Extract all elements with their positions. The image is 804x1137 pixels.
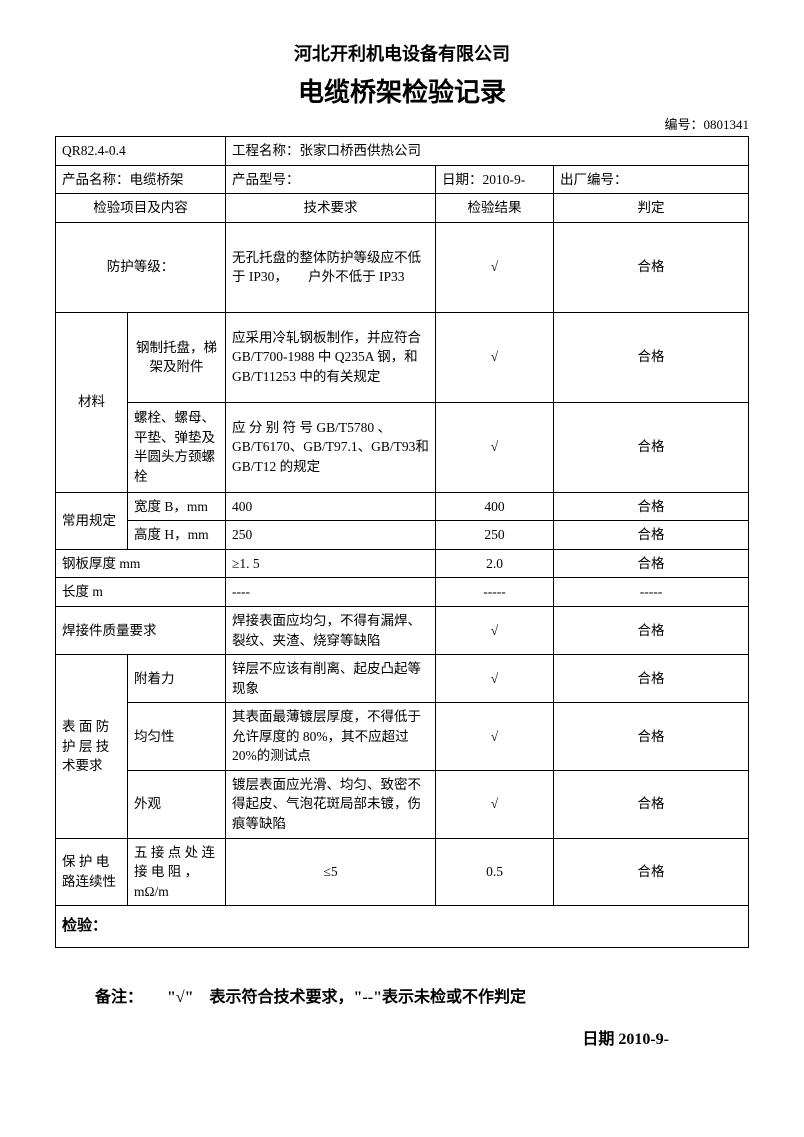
appearance-label: 外观 xyxy=(128,770,226,838)
material-sub-1: 钢制托盘，梯架及附件 xyxy=(128,312,226,402)
serial-label: 编号： xyxy=(664,117,703,132)
adhesion-judge: 合格 xyxy=(554,655,749,703)
col-req: 技术要求 xyxy=(226,194,436,223)
appearance-req: 镀层表面应光滑、均匀、致密不得起皮、气泡花斑局部未镀，伤痕等缺陷 xyxy=(226,770,436,838)
row-inspection: 检验： xyxy=(56,906,749,948)
width-req: 400 xyxy=(226,492,436,521)
weld-req: 焊接表面应均匀，不得有漏焊、裂纹、夹渣、烧穿等缺陷 xyxy=(226,606,436,654)
protection-label: 防护等级： xyxy=(56,222,226,312)
appearance-judge: 合格 xyxy=(554,770,749,838)
thickness-req: ≥1. 5 xyxy=(226,549,436,578)
circuit-req: ≤5 xyxy=(226,838,436,906)
weld-label: 焊接件质量要求 xyxy=(56,606,226,654)
thickness-label: 钢板厚度 mm xyxy=(56,549,226,578)
col-judge: 判定 xyxy=(554,194,749,223)
height-req: 250 xyxy=(226,521,436,550)
width-res: 400 xyxy=(436,492,554,521)
material-sub-2: 螺栓、螺母、平垫、弹垫及半圆头方颈螺栓 xyxy=(128,402,226,492)
uniform-req: 其表面最薄镀层厚度，不得低于允许厚度的 80%，其不应超过20%的测试点 xyxy=(226,703,436,771)
material-res-2: √ xyxy=(436,402,554,492)
row-weld: 焊接件质量要求 焊接表面应均匀，不得有漏焊、裂纹、夹渣、烧穿等缺陷 √ 合格 xyxy=(56,606,749,654)
qr-code: QR82.4-0.4 xyxy=(56,137,226,166)
row-length: 长度 m ---- ----- ----- xyxy=(56,578,749,607)
protection-judge: 合格 xyxy=(554,222,749,312)
product-name: 产品名称：电缆桥架 xyxy=(56,165,226,194)
meta-row-1: QR82.4-0.4 工程名称：张家口桥西供热公司 xyxy=(56,137,749,166)
circuit-res: 0.5 xyxy=(436,838,554,906)
row-material-2: 螺栓、螺母、平垫、弹垫及半圆头方颈螺栓 应 分 别 符 号 GB/T5780 、… xyxy=(56,402,749,492)
serial-value: 0801341 xyxy=(704,117,750,132)
uniform-label: 均匀性 xyxy=(128,703,226,771)
row-circuit: 保 护 电 路连续性 五 接 点 处 连接 电 阻 ，mΩ/m ≤5 0.5 合… xyxy=(56,838,749,906)
height-judge: 合格 xyxy=(554,521,749,550)
uniform-res: √ xyxy=(436,703,554,771)
row-surface-3: 外观 镀层表面应光滑、均匀、致密不得起皮、气泡花斑局部未镀，伤痕等缺陷 √ 合格 xyxy=(56,770,749,838)
project-name: 工程名称：张家口桥西供热公司 xyxy=(226,137,749,166)
row-thickness: 钢板厚度 mm ≥1. 5 2.0 合格 xyxy=(56,549,749,578)
row-surface-1: 表 面 防 护 层 技 术要求 附着力 锌层不应该有削离、起皮凸起等现象 √ 合… xyxy=(56,655,749,703)
height-res: 250 xyxy=(436,521,554,550)
serial-number: 编号：0801341 xyxy=(55,114,749,133)
length-req: ---- xyxy=(226,578,436,607)
circuit-label: 保 护 电 路连续性 xyxy=(56,838,128,906)
surface-label: 表 面 防 护 层 技 术要求 xyxy=(56,655,128,839)
row-width: 常用规定 宽度 B，mm 400 400 合格 xyxy=(56,492,749,521)
weld-judge: 合格 xyxy=(554,606,749,654)
row-protection: 防护等级： 无孔托盘的整体防护等级应不低于 IP30， 户外不低于 IP33 √… xyxy=(56,222,749,312)
date: 日期：2010-9- xyxy=(436,165,554,194)
row-height: 高度 H，mm 250 250 合格 xyxy=(56,521,749,550)
thickness-res: 2.0 xyxy=(436,549,554,578)
meta-row-2: 产品名称：电缆桥架 产品型号： 日期：2010-9- 出厂编号： xyxy=(56,165,749,194)
material-label: 材料 xyxy=(56,312,128,492)
protection-req: 无孔托盘的整体防护等级应不低于 IP30， 户外不低于 IP33 xyxy=(226,222,436,312)
footer-date: 日期 2010-9- xyxy=(55,1025,749,1049)
weld-res: √ xyxy=(436,606,554,654)
material-req-1: 应采用冷轧钢板制作，并应符合GB/T700-1988 中 Q235A 钢，和GB… xyxy=(226,312,436,402)
page-title: 电缆桥架检验记录 xyxy=(55,72,749,109)
factory-no: 出厂编号： xyxy=(554,165,749,194)
appearance-res: √ xyxy=(436,770,554,838)
col-item: 检验项目及内容 xyxy=(56,194,226,223)
length-judge: ----- xyxy=(554,578,749,607)
adhesion-res: √ xyxy=(436,655,554,703)
row-material-1: 材料 钢制托盘，梯架及附件 应采用冷轧钢板制作，并应符合GB/T700-1988… xyxy=(56,312,749,402)
adhesion-label: 附着力 xyxy=(128,655,226,703)
height-label: 高度 H，mm xyxy=(128,521,226,550)
header: 河北开利机电设备有限公司 电缆桥架检验记录 xyxy=(55,40,749,109)
material-judge-1: 合格 xyxy=(554,312,749,402)
length-res: ----- xyxy=(436,578,554,607)
product-model: 产品型号： xyxy=(226,165,436,194)
row-surface-2: 均匀性 其表面最薄镀层厚度，不得低于允许厚度的 80%，其不应超过20%的测试点… xyxy=(56,703,749,771)
material-req-2: 应 分 别 符 号 GB/T5780 、GB/T6170、GB/T97.1、GB… xyxy=(226,402,436,492)
length-label: 长度 m xyxy=(56,578,226,607)
adhesion-req: 锌层不应该有削离、起皮凸起等现象 xyxy=(226,655,436,703)
circuit-judge: 合格 xyxy=(554,838,749,906)
company-name: 河北开利机电设备有限公司 xyxy=(55,40,749,66)
width-label: 宽度 B，mm xyxy=(128,492,226,521)
footer-note: 备注： "√" 表示符合技术要求，"--"表示未检或不作判定 xyxy=(55,983,749,1007)
protection-res: √ xyxy=(436,222,554,312)
thickness-judge: 合格 xyxy=(554,549,749,578)
uniform-judge: 合格 xyxy=(554,703,749,771)
inspection-label: 检验： xyxy=(56,906,749,948)
inspection-table: QR82.4-0.4 工程名称：张家口桥西供热公司 产品名称：电缆桥架 产品型号… xyxy=(55,136,749,948)
spec-label: 常用规定 xyxy=(56,492,128,549)
circuit-sub: 五 接 点 处 连接 电 阻 ，mΩ/m xyxy=(128,838,226,906)
column-header-row: 检验项目及内容 技术要求 检验结果 判定 xyxy=(56,194,749,223)
col-result: 检验结果 xyxy=(436,194,554,223)
material-res-1: √ xyxy=(436,312,554,402)
material-judge-2: 合格 xyxy=(554,402,749,492)
width-judge: 合格 xyxy=(554,492,749,521)
